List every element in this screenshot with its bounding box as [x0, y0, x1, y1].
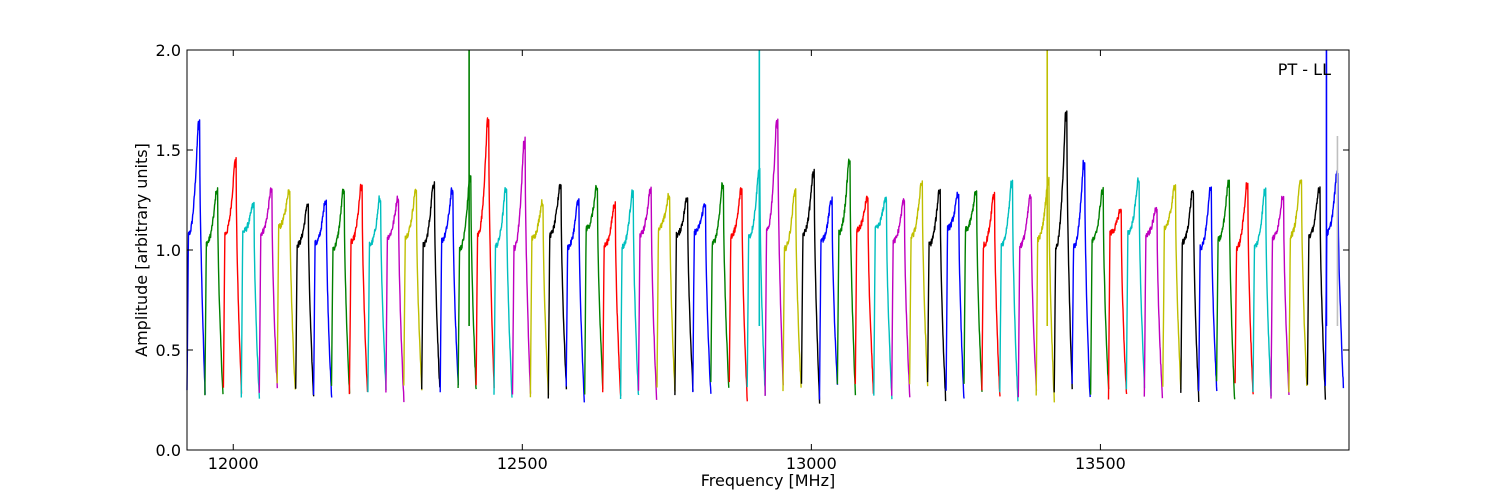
y-tick-label: 0.0 — [156, 441, 181, 460]
channel-trace — [710, 182, 730, 388]
channel-trace — [836, 158, 857, 396]
channel-trace — [276, 189, 296, 390]
channel-trace — [945, 191, 965, 399]
channel-trace — [1035, 176, 1055, 403]
channel-trace — [1270, 195, 1290, 399]
x-tick-label: 13000 — [786, 454, 837, 473]
channel-trace — [999, 179, 1019, 402]
channel-trace — [1306, 186, 1327, 400]
channel-trace — [908, 180, 929, 387]
channel-trace — [240, 201, 261, 399]
channel-trace — [457, 174, 477, 390]
channel-trace — [385, 195, 405, 403]
plot-annotation: PT - LL — [1278, 60, 1331, 79]
channel-trace — [602, 201, 622, 396]
channel-trace — [619, 189, 640, 400]
channel-trace — [295, 203, 315, 397]
channel-trace — [782, 188, 802, 392]
channel-trace — [692, 203, 712, 394]
channel-trace — [222, 156, 243, 394]
channel-trace — [1125, 177, 1146, 390]
channel-trace — [728, 187, 748, 402]
series-layer — [186, 50, 1345, 404]
channel-trace — [421, 181, 441, 390]
channel-trace — [1324, 170, 1345, 389]
channel-trace — [1089, 186, 1110, 395]
channel-trace — [891, 198, 911, 398]
y-tick-label: 2.0 — [156, 41, 181, 60]
channel-trace — [547, 183, 568, 399]
channel-trace — [565, 198, 585, 403]
channel-trace — [1288, 179, 1308, 393]
channel-trace — [348, 183, 369, 395]
channel-trace — [475, 117, 495, 389]
channel-trace — [584, 184, 604, 395]
channel-trace — [764, 118, 784, 396]
x-tick-label: 13500 — [1075, 454, 1126, 473]
channel-trace — [493, 186, 513, 398]
y-axis: 0.0 0.5 1.0 1.5 2.0 — [156, 41, 1349, 460]
y-tick-label: 1.0 — [156, 241, 181, 260]
channel-trace — [439, 187, 459, 393]
plot-area — [187, 50, 1349, 450]
channel-trace — [873, 196, 893, 400]
channel-trace — [674, 197, 694, 396]
channel-trace — [1180, 189, 1200, 403]
channel-trace — [511, 136, 532, 395]
channel-trace — [981, 191, 1001, 397]
channel-trace — [800, 168, 821, 404]
channel-trace — [367, 195, 387, 393]
channel-trace — [926, 188, 947, 402]
x-tick-label: 12500 — [497, 454, 548, 473]
channel-trace — [1215, 179, 1236, 400]
channel-trace — [1107, 208, 1128, 400]
channel-trace — [1162, 184, 1182, 390]
channel-trace — [529, 199, 550, 398]
y-tick-label: 0.5 — [156, 341, 181, 360]
channel-trace — [1197, 186, 1218, 392]
channel-trace — [1071, 159, 1091, 398]
channel-trace — [1017, 194, 1038, 398]
channel-trace — [1234, 182, 1254, 395]
channel-trace — [637, 186, 658, 400]
y-axis-label: Amplitude [arbitrary units] — [132, 143, 151, 357]
x-axis-label: Frequency [MHz] — [701, 471, 835, 490]
channel-trace — [963, 190, 983, 392]
x-tick-label: 12000 — [208, 454, 259, 473]
channel-trace — [258, 187, 278, 393]
channel-trace — [330, 188, 351, 394]
channel-trace — [746, 167, 766, 396]
channel-trace — [854, 195, 875, 394]
channel-trace — [186, 119, 206, 395]
channel-trace — [1053, 110, 1073, 393]
channel-trace — [656, 192, 676, 392]
channel-trace — [204, 187, 224, 396]
channel-trace — [312, 199, 333, 398]
x-axis: 12000 12500 13000 13500 — [208, 50, 1126, 473]
y-tick-label: 1.5 — [156, 141, 181, 160]
channel-trace — [1143, 206, 1164, 399]
channel-trace — [403, 188, 423, 391]
channel-trace — [818, 196, 839, 400]
channel-trace — [1252, 187, 1272, 397]
